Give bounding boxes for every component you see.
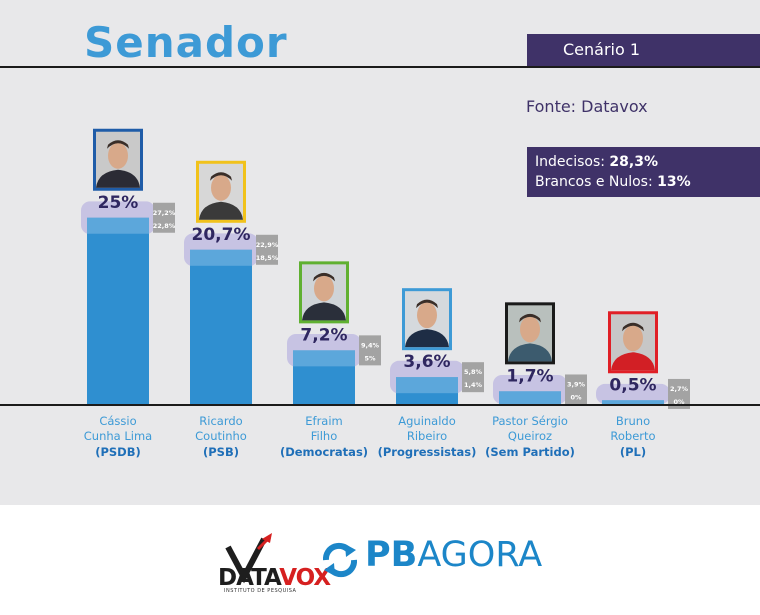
range-lower-label: 1,4% — [464, 381, 483, 389]
category-label: Roberto — [610, 429, 655, 443]
range-lower-label: 0% — [570, 393, 582, 401]
category-label: Efraim — [305, 414, 343, 428]
party-label: (Sem Partido) — [485, 445, 575, 459]
category-label: Queiroz — [508, 429, 552, 443]
party-label: (PL) — [620, 445, 646, 459]
range-label-box — [462, 362, 484, 393]
source-label: Fonte: Datavox — [526, 97, 648, 116]
category-label: Ribeiro — [407, 429, 447, 443]
bar-cap — [293, 350, 355, 367]
candidate-hair — [622, 322, 644, 332]
party-label: (Progressistas) — [378, 445, 477, 459]
pbagora-wordmark: PBAGORA — [365, 535, 542, 575]
range-upper-label: 3,9% — [567, 380, 586, 388]
undecided-value: 28,3% — [609, 154, 658, 170]
range-lower-label: 18,5% — [256, 254, 279, 262]
bar — [190, 249, 252, 404]
datavox-tagline: INSTITUTO DE PESQUISA — [224, 588, 297, 594]
bar-cap — [602, 400, 664, 404]
data-label: 0,5% — [609, 375, 656, 395]
category-label: Ricardo — [199, 414, 242, 428]
party-label: (Democratas) — [280, 445, 368, 459]
datavox-word-vox: VOX — [279, 565, 331, 591]
pbagora-word-agora: AGORA — [417, 535, 543, 575]
data-label: 25% — [98, 193, 139, 213]
range-label-box — [565, 374, 587, 405]
datavox-wordmark: DATAVOX — [218, 565, 331, 591]
candidate-face — [520, 316, 540, 343]
pbagora-refresh-icon — [322, 542, 358, 578]
candidate-face — [623, 325, 643, 352]
undecided-label: Indecisos: — [535, 154, 605, 170]
candidate-hair — [210, 172, 232, 181]
blank-line: Brancos e Nulos: 13% — [535, 172, 760, 192]
range-label-box — [153, 202, 175, 233]
blank-label: Brancos e Nulos: — [535, 174, 653, 190]
candidate-hair — [519, 313, 541, 323]
category-label: Cássio — [99, 414, 136, 428]
data-label: 1,7% — [506, 366, 553, 386]
datavox-logo-icon — [225, 533, 272, 584]
category-label: Coutinho — [195, 429, 247, 443]
blank-value: 13% — [657, 174, 691, 190]
candidate-shirt — [508, 343, 552, 362]
category-label: Filho — [311, 429, 338, 443]
range-label-box — [256, 234, 278, 265]
candidate-shirt — [96, 169, 140, 188]
bar-cap — [499, 391, 561, 404]
candidate-shirt — [302, 302, 346, 321]
range-upper-label: 22,9% — [256, 241, 279, 249]
category-label: Bruno — [616, 414, 650, 428]
range-lower-label: 0% — [673, 398, 685, 406]
pbagora-word-pb: PB — [365, 535, 418, 575]
party-label: (PSB) — [203, 445, 239, 459]
range-lower-label: 5% — [364, 354, 376, 362]
range-band — [596, 383, 670, 404]
candidate-face — [211, 174, 231, 201]
candidate-face — [417, 302, 437, 329]
candidate-shirt — [611, 352, 655, 371]
candidate-hair — [107, 140, 129, 149]
data-label: 7,2% — [300, 325, 347, 345]
bar-cap — [87, 217, 149, 234]
datavox-word-data: DATA — [218, 565, 280, 591]
candidate-hair — [416, 299, 438, 309]
scenario-badge: Cenário 1 — [527, 34, 760, 66]
x-axis-baseline — [0, 404, 760, 406]
candidate-face — [314, 275, 334, 302]
candidate-shirt — [405, 329, 449, 348]
bar-cap — [396, 377, 458, 394]
range-label-box — [668, 378, 690, 409]
range-lower-label: 22,8% — [153, 222, 176, 230]
data-label: 20,7% — [192, 225, 251, 245]
page-title: Senador — [84, 18, 288, 67]
bar-cap — [190, 249, 252, 266]
data-label: 3,6% — [403, 352, 450, 372]
candidate-hair — [313, 272, 335, 282]
category-label: Aguinaldo — [398, 414, 456, 428]
range-upper-label: 9,4% — [361, 341, 380, 349]
bar — [87, 217, 149, 404]
candidate-shirt — [199, 201, 243, 220]
range-upper-label: 2,7% — [670, 385, 689, 393]
undecided-summary-box: Indecisos: 28,3% Brancos e Nulos: 13% — [527, 147, 760, 197]
candidate-face — [108, 142, 128, 169]
category-label: Cunha Lima — [84, 429, 152, 443]
range-label-box — [359, 335, 381, 366]
header-divider — [0, 66, 760, 68]
category-label: Pastor Sérgio — [492, 414, 568, 428]
range-upper-label: 27,2% — [153, 209, 176, 217]
undecided-line: Indecisos: 28,3% — [535, 152, 760, 172]
range-upper-label: 5,8% — [464, 368, 483, 376]
party-label: (PSDB) — [95, 445, 141, 459]
